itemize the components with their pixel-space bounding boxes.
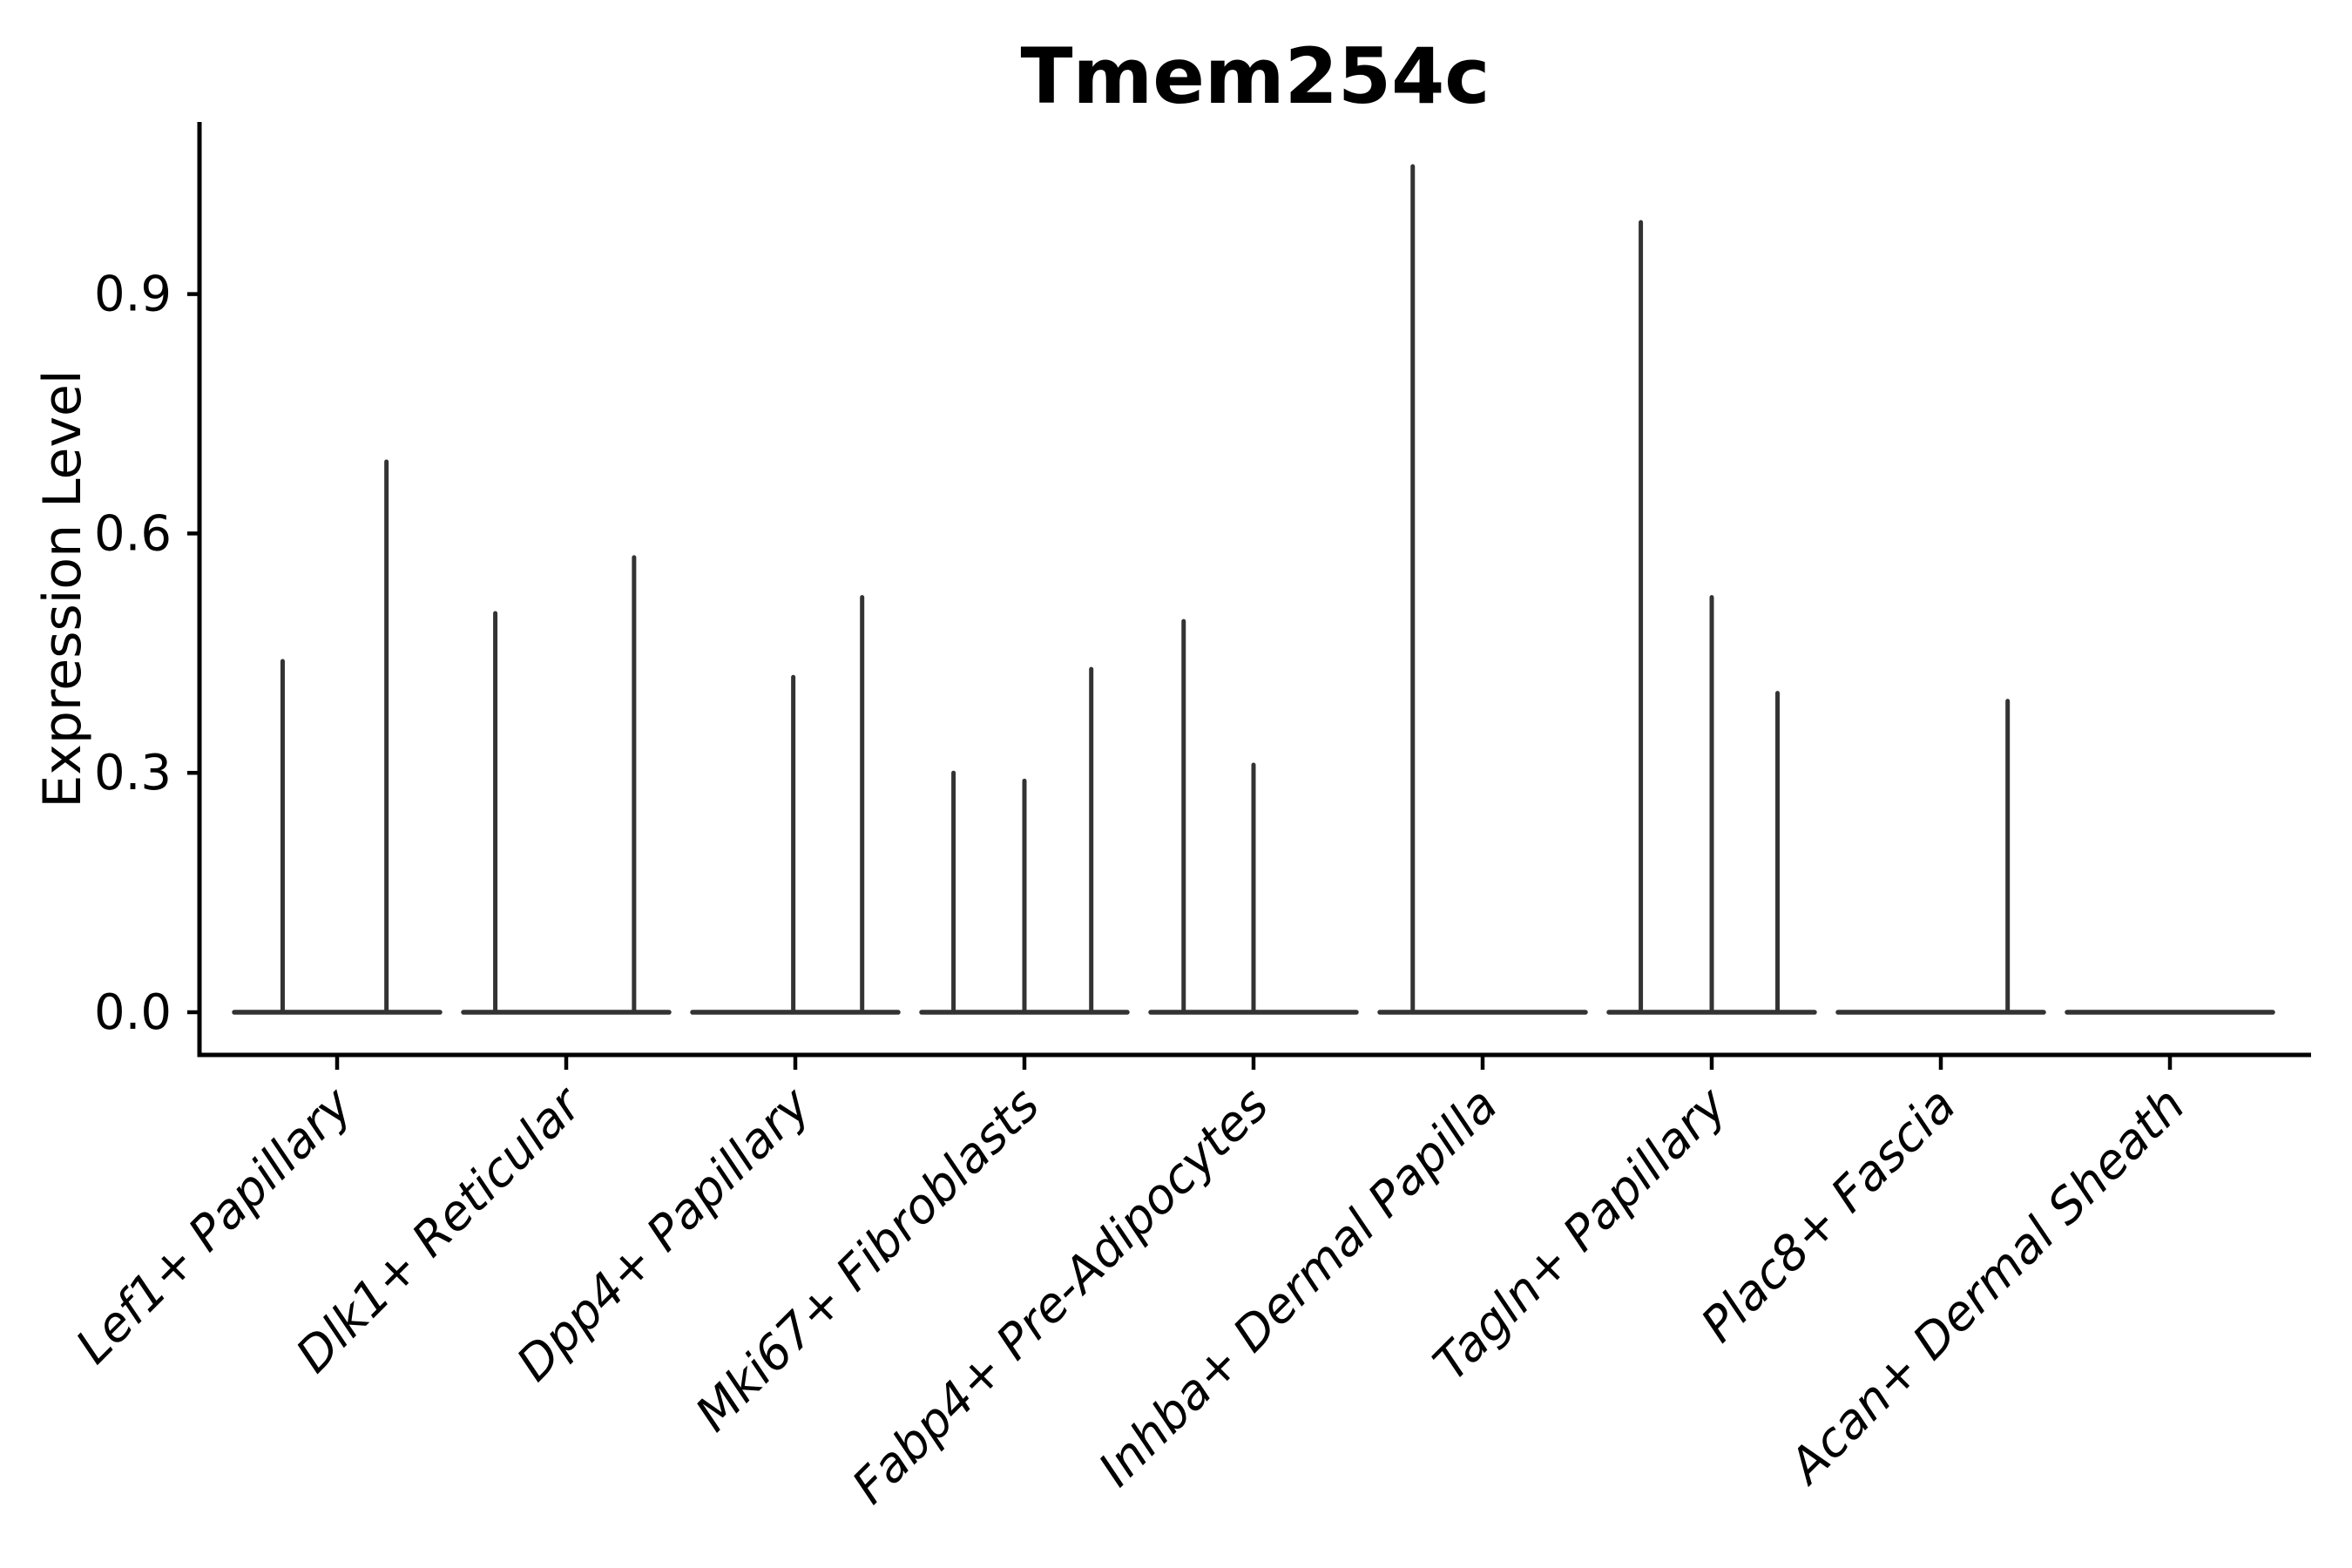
y-tick-label: 0.9: [94, 267, 172, 323]
y-tick-label: 0.6: [94, 505, 172, 562]
y-tick-label: 0.3: [94, 745, 172, 801]
x-tick-label: Fabp4+ Pre-Adipocytes: [841, 1077, 1279, 1514]
y-axis-label: Expression Level: [32, 369, 93, 808]
plot-title: Tmem254c: [1020, 31, 1490, 121]
x-tick-label: Inhba+ Dermal Papilla: [1088, 1077, 1508, 1497]
y-tick-label: 0.0: [94, 984, 172, 1041]
x-tick-label: Acan+ Dermal Sheath: [1777, 1077, 2196, 1496]
